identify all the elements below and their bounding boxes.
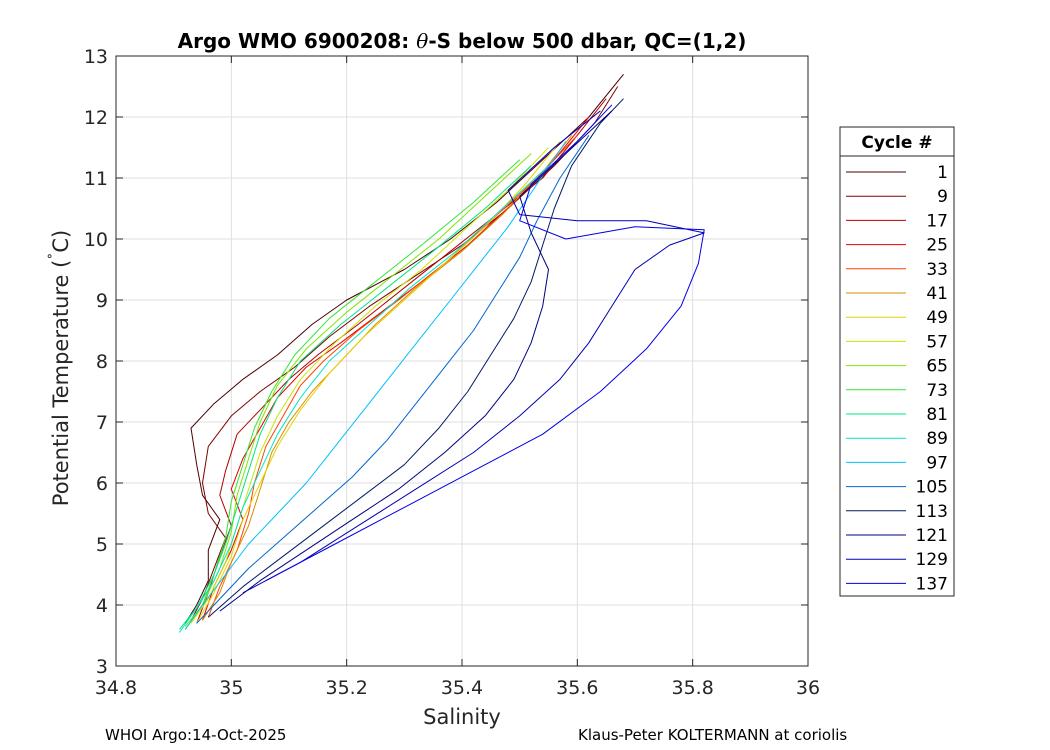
series-line-25 xyxy=(202,116,590,621)
legend-label-137: 137 xyxy=(916,574,948,594)
x-axis-label: Salinity xyxy=(423,705,501,729)
legend-entries: 1 9 17 25 33 41 49 57 65 73 81 89 97 105 113 121 129 137 xyxy=(846,163,948,594)
x-tick-label: 35.2 xyxy=(326,677,368,699)
footer-right-text: Klaus-Peter KOLTERMANN at coriolis xyxy=(578,726,848,744)
y-axis-label: Potential Temperature (˚C) xyxy=(47,230,73,506)
chart-title-prefix: Argo WMO 6900208: xyxy=(178,29,417,53)
y-tick-label: 12 xyxy=(84,107,108,129)
legend-label-121: 121 xyxy=(916,526,948,546)
legend-label-81: 81 xyxy=(926,405,948,425)
legend-label-129: 129 xyxy=(916,550,948,570)
series-line-81 xyxy=(179,165,532,630)
y-axis-label-unit: C) xyxy=(49,230,73,253)
axis-ticks xyxy=(115,55,809,667)
series-line-49 xyxy=(196,141,561,624)
legend-label-33: 33 xyxy=(926,260,948,280)
legend-label-65: 65 xyxy=(926,357,948,377)
x-tick-label: 35 xyxy=(219,677,243,699)
y-tick-label: 3 xyxy=(96,656,108,678)
chart-title-suffix: -S below 500 dbar, QC=(1,2) xyxy=(428,29,746,53)
chart-title: Argo WMO 6900208: θ-S below 500 dbar, QC… xyxy=(178,29,747,53)
data-lines xyxy=(178,73,705,633)
x-tick-label: 35.8 xyxy=(672,677,714,699)
legend-box xyxy=(839,126,955,597)
chart-title-theta: θ xyxy=(416,29,428,53)
series-line-41 xyxy=(202,134,572,621)
y-tick-label: 6 xyxy=(96,473,108,495)
series-line-113 xyxy=(207,98,624,618)
series-line-1 xyxy=(184,73,624,624)
y-axis-label-main: Potential Temperature ( xyxy=(49,260,73,507)
series-line-89 xyxy=(178,165,549,633)
legend-label-41: 41 xyxy=(926,284,948,304)
series-line-65 xyxy=(184,153,532,627)
series-line-129 xyxy=(242,110,705,594)
legend-label-57: 57 xyxy=(926,332,948,352)
series-line-97 xyxy=(184,141,567,630)
legend-label-97: 97 xyxy=(926,453,948,473)
series-line-57 xyxy=(190,147,549,624)
y-tick-label: 11 xyxy=(84,168,108,190)
x-tick-label: 36 xyxy=(796,677,820,699)
x-tick-label: 34.8 xyxy=(95,677,137,699)
legend-label-25: 25 xyxy=(926,236,948,256)
legend-label-105: 105 xyxy=(916,478,948,498)
legend-label-113: 113 xyxy=(916,502,948,522)
y-tick-label: 7 xyxy=(96,412,108,434)
legend: Cycle # 1 9 17 25 33 41 49 57 65 73 81 89 97 105 113 12… xyxy=(839,126,955,597)
y-tick-labels: 3 4 5 6 7 8 9 10 11 12 13 xyxy=(84,46,108,678)
series-line-137 xyxy=(265,104,705,582)
legend-label-17: 17 xyxy=(926,211,948,231)
y-axis-label-degree: ˚ xyxy=(47,253,64,260)
x-tick-label: 35.6 xyxy=(556,677,598,699)
legend-title: Cycle # xyxy=(861,133,932,153)
legend-label-49: 49 xyxy=(926,308,948,328)
x-tick-labels: 34.8 35 35.2 35.4 35.6 35.8 36 xyxy=(95,677,820,699)
y-tick-label: 10 xyxy=(84,229,108,251)
y-tick-label: 4 xyxy=(96,595,108,617)
y-tick-label: 13 xyxy=(84,46,108,68)
legend-label-1: 1 xyxy=(937,163,948,183)
legend-label-73: 73 xyxy=(926,381,948,401)
y-tick-label: 8 xyxy=(96,351,108,373)
x-tick-label: 35.4 xyxy=(441,677,483,699)
legend-label-89: 89 xyxy=(926,429,948,449)
legend-label-9: 9 xyxy=(937,187,948,207)
y-tick-label: 5 xyxy=(96,534,108,556)
footer-left-text: WHOI Argo:14-Oct-2025 xyxy=(105,726,287,744)
y-tick-label: 9 xyxy=(96,290,108,312)
